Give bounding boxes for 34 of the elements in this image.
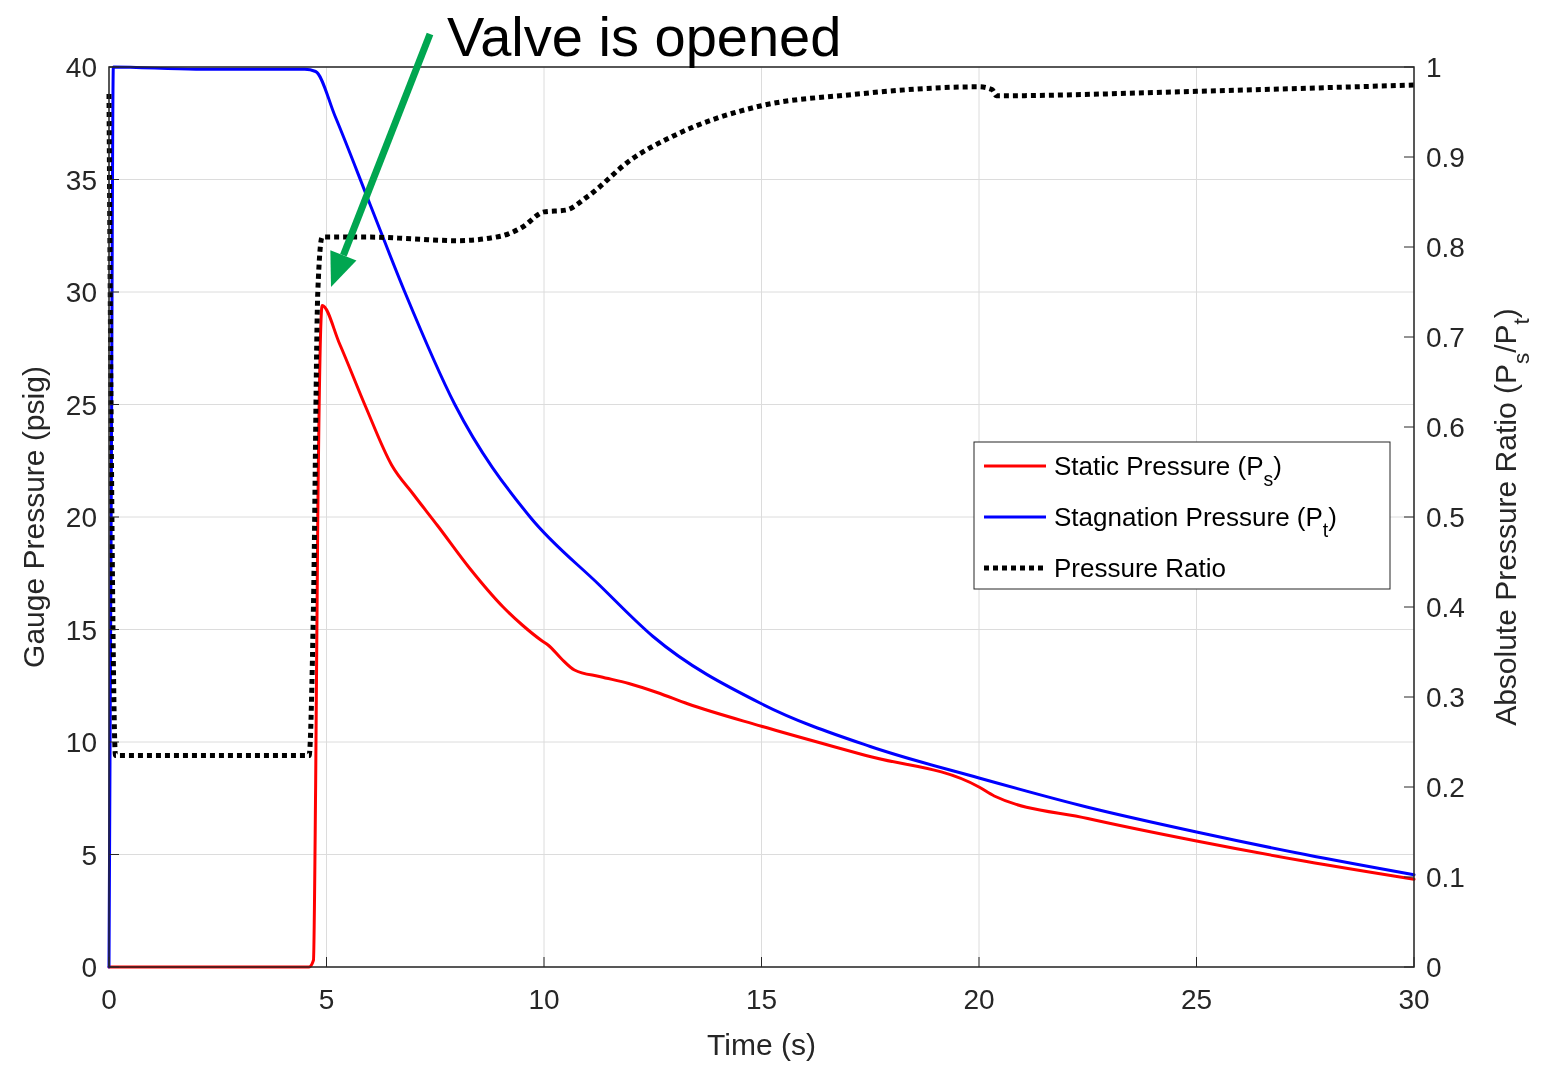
y2-tick-label: 0.8 [1426,232,1465,263]
y-tick-label: 25 [65,389,97,421]
y2-tick-label: 0.5 [1426,502,1465,533]
y2-tick-label: 0.9 [1426,142,1465,173]
x-tick-label: 20 [963,984,995,1015]
legend-label: Pressure Ratio [1054,553,1226,583]
x-axis-title: Time (s) [707,1028,816,1061]
y-tick-label: 0 [81,952,97,983]
annotation: Valve is opened [447,5,842,68]
y-tick-label: 15 [65,614,97,646]
y2-tick-label: 1 [1426,52,1442,83]
y-tick-label: 20 [65,502,97,533]
x-tick-label: 15 [745,984,778,1015]
y2-tick-label: 0.2 [1426,772,1465,803]
x-tick-label: 25 [1180,984,1213,1015]
y2-tick-label: 0.7 [1426,322,1465,353]
y-tick-label: 40 [65,52,97,83]
y-axis-title: Gauge Pressure (psig) [17,366,50,668]
y-tick-label: 5 [81,839,97,871]
x-tick-label: 30 [1398,984,1430,1015]
x-tick-label: 0 [101,984,117,1015]
y2-tick-label: 0 [1426,952,1442,983]
legend-label: Stagnation Pressure (P$_{t}$) [1054,502,1337,541]
x-tick-label: 10 [528,984,560,1015]
x-tick-label: 5 [318,984,335,1015]
line-series [107,304,1416,969]
y2-tick-label: 0.3 [1426,682,1465,713]
y2-tick-label: 0.6 [1426,412,1465,443]
y2-tick-label: 0.4 [1426,592,1465,623]
legend-label: Static Pressure (P$_{s}$) [1054,451,1282,490]
y-tick-label: 35 [65,164,97,196]
y-tick-label: 30 [65,277,97,308]
y-tick-label: 10 [65,727,97,758]
y2-tick-label: 0.1 [1426,862,1465,893]
